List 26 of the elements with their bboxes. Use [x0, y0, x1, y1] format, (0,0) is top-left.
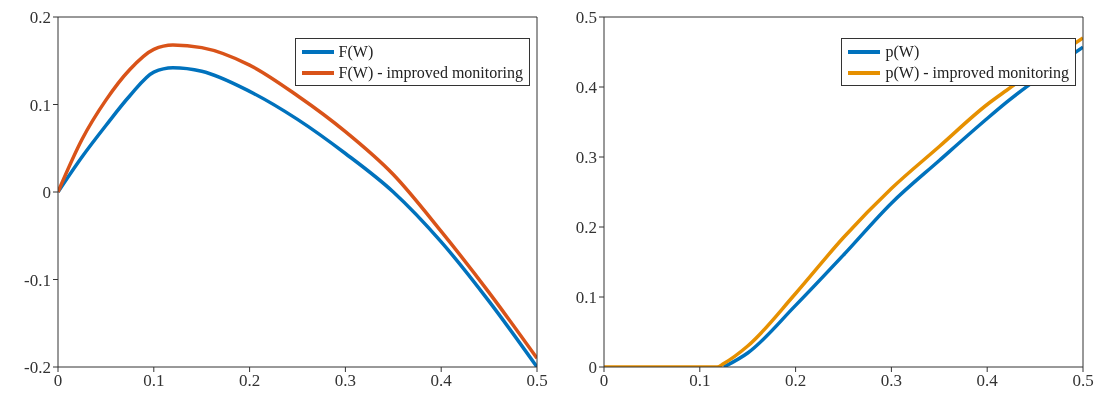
- x-tick-label: 0.3: [880, 371, 903, 391]
- y-tick-label: 0: [42, 183, 51, 203]
- x-tick-label: 0.4: [976, 371, 999, 391]
- x-tick-label: 0.3: [334, 371, 357, 391]
- legend-label: F(W) - improved monitoring: [338, 63, 523, 83]
- x-tick-label: 0.5: [1072, 371, 1094, 391]
- y-tick-label: 0.1: [29, 95, 51, 115]
- y-tick-label: 0.4: [575, 78, 598, 98]
- y-tick-label: 0.2: [29, 8, 51, 28]
- x-tick-label: 0.2: [784, 371, 807, 391]
- x-tick-label: 0.1: [689, 371, 711, 391]
- y-tick-label: 0.1: [575, 288, 597, 308]
- y-tick-label: 0: [588, 358, 597, 378]
- line-series: [722, 45, 1083, 367]
- y-tick-label: 0.3: [575, 148, 597, 168]
- y-tick-label: 0.5: [575, 8, 597, 28]
- y-tick-label: 0.2: [575, 218, 597, 238]
- x-tick-label: 0.5: [526, 371, 548, 391]
- legend-label: p(W) - improved monitoring: [885, 63, 1069, 83]
- legend-label: p(W): [885, 42, 920, 62]
- x-tick-label: 0.1: [143, 371, 165, 391]
- y-tick-label: -0.1: [24, 270, 51, 290]
- y-tick-label: -0.2: [24, 358, 51, 378]
- x-tick-label: 0.4: [430, 371, 453, 391]
- legend-label: F(W): [338, 42, 374, 62]
- x-tick-label: 0.2: [238, 371, 261, 391]
